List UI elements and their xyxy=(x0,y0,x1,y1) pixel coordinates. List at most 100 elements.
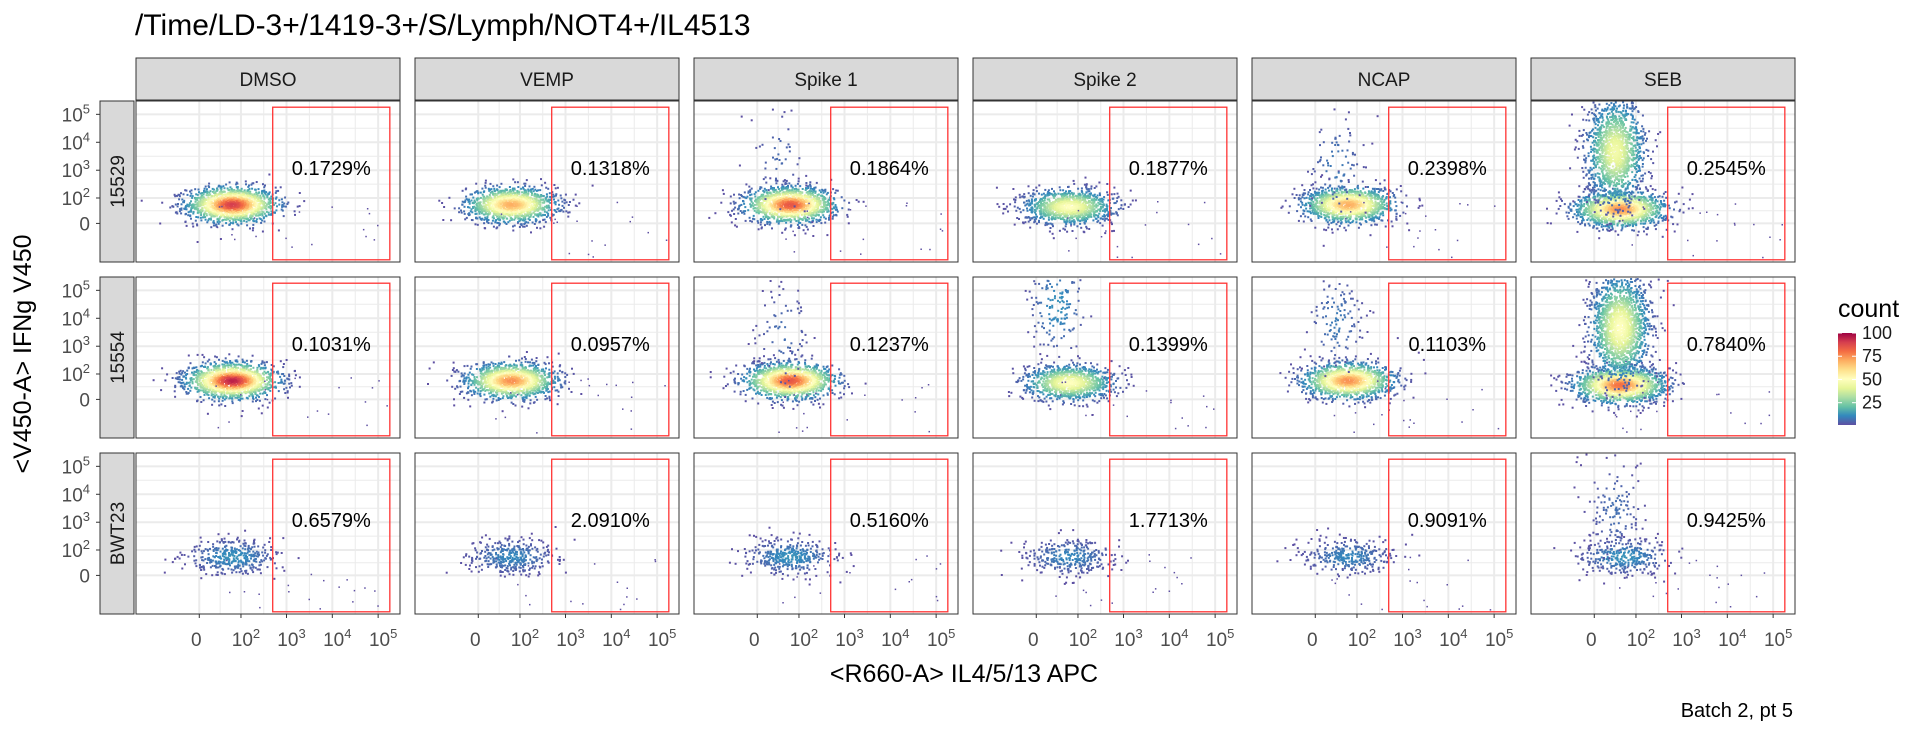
density-cell xyxy=(544,211,546,213)
density-cell xyxy=(217,210,219,212)
density-cell xyxy=(813,187,815,189)
density-cell xyxy=(1085,184,1087,186)
density-cell xyxy=(798,157,800,159)
density-cell xyxy=(243,194,245,196)
density-cell xyxy=(537,216,539,218)
density-cell xyxy=(1035,187,1037,189)
density-cell xyxy=(263,217,265,219)
density-cell xyxy=(1038,221,1040,223)
density-cell xyxy=(255,189,257,191)
density-cell xyxy=(807,213,809,215)
density-cell xyxy=(486,198,488,200)
density-cell xyxy=(259,206,261,208)
density-cell xyxy=(774,189,776,191)
density-cell xyxy=(485,218,487,220)
density-cell xyxy=(233,199,235,201)
density-cell xyxy=(468,214,470,216)
density-cell xyxy=(512,230,514,232)
density-cell xyxy=(795,220,797,222)
density-cell xyxy=(826,234,828,236)
density-cell xyxy=(487,201,489,203)
density-cell xyxy=(527,215,529,217)
density-cell xyxy=(210,199,212,201)
density-cell xyxy=(775,182,777,184)
density-cell xyxy=(788,213,790,215)
density-cell xyxy=(772,213,774,215)
density-cell xyxy=(484,203,486,205)
density-cell xyxy=(485,187,487,189)
density-cell xyxy=(220,238,222,240)
density-cell xyxy=(783,180,785,182)
density-cell xyxy=(226,198,228,200)
density-cell xyxy=(239,217,241,219)
density-cell xyxy=(540,195,542,197)
density-cell xyxy=(785,182,787,184)
density-cell xyxy=(1016,217,1018,219)
density-cell xyxy=(250,205,252,207)
density-cell xyxy=(1028,185,1030,187)
density-cell xyxy=(575,194,577,196)
density-cell xyxy=(534,207,536,209)
density-cell xyxy=(708,217,710,219)
density-cell xyxy=(239,199,241,201)
density-cell xyxy=(848,222,850,224)
density-cell xyxy=(195,220,197,222)
outlier-point xyxy=(254,217,256,219)
density-cell xyxy=(798,178,800,180)
density-cell xyxy=(461,212,463,214)
density-cell xyxy=(519,213,521,215)
density-cell xyxy=(244,216,246,218)
density-cell xyxy=(813,217,815,219)
outlier-point xyxy=(940,229,942,231)
density-cell xyxy=(534,223,536,225)
density-cell xyxy=(557,187,559,189)
density-cell xyxy=(760,221,762,223)
density-cell xyxy=(828,219,830,221)
density-cell xyxy=(228,211,230,213)
density-cell xyxy=(1035,214,1037,216)
density-cell xyxy=(514,209,516,211)
density-cell xyxy=(282,204,284,206)
density-cell xyxy=(797,207,799,209)
density-cell xyxy=(249,188,251,190)
density-cell xyxy=(770,188,772,190)
density-cell xyxy=(246,213,248,215)
density-cell xyxy=(519,208,521,210)
density-cell xyxy=(189,191,191,193)
density-cell xyxy=(239,192,241,194)
density-cell xyxy=(189,202,191,204)
density-cell xyxy=(552,196,554,198)
density-cell xyxy=(251,196,253,198)
density-cell xyxy=(774,206,776,208)
density-cell xyxy=(1092,195,1094,197)
density-cell xyxy=(274,212,276,214)
density-cell xyxy=(214,207,216,209)
density-cell xyxy=(763,205,765,207)
outlier-point xyxy=(617,202,619,204)
density-cell xyxy=(804,196,806,198)
density-cell xyxy=(549,192,551,194)
density-cell xyxy=(488,211,490,213)
density-cell xyxy=(212,206,214,208)
density-cell xyxy=(756,204,758,206)
density-cell xyxy=(237,190,239,192)
density-cell xyxy=(795,190,797,192)
density-cell xyxy=(807,208,809,210)
outlier-point xyxy=(648,232,650,234)
density-cell xyxy=(260,197,262,199)
density-cell xyxy=(820,222,822,224)
density-cell xyxy=(527,189,529,191)
density-cell xyxy=(777,186,779,188)
density-cell xyxy=(244,189,246,191)
density-cell xyxy=(498,222,500,224)
density-cell xyxy=(1104,218,1106,220)
density-cell xyxy=(801,214,803,216)
density-cell xyxy=(785,192,787,194)
density-cell xyxy=(530,214,532,216)
density-cell xyxy=(523,211,525,213)
density-cell xyxy=(522,202,524,204)
density-cell xyxy=(780,220,782,222)
density-cell xyxy=(536,190,538,192)
density-cell xyxy=(225,184,227,186)
density-cell xyxy=(266,196,268,198)
